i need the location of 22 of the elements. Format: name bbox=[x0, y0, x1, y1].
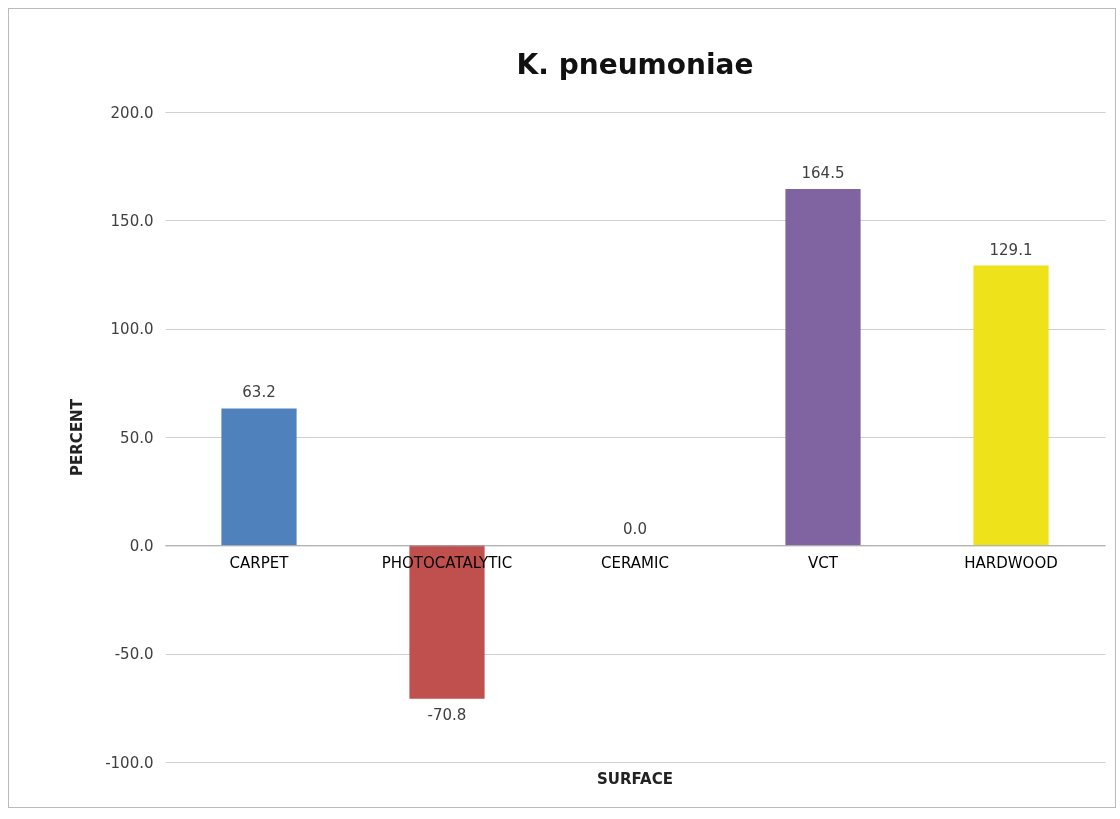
bar bbox=[221, 408, 297, 546]
y-tick-label: 50.0 bbox=[120, 428, 154, 447]
data-label: 129.1 bbox=[989, 240, 1033, 259]
x-tick-label: CERAMIC bbox=[601, 553, 669, 572]
y-tick-label: 200.0 bbox=[110, 103, 154, 122]
data-label: 164.5 bbox=[801, 163, 845, 182]
y-tick-label: 150.0 bbox=[110, 211, 154, 230]
data-label: 63.2 bbox=[242, 383, 276, 402]
y-tick-label: -50.0 bbox=[114, 645, 154, 664]
y-tick-label: 100.0 bbox=[110, 320, 154, 339]
x-tick-label: HARDWOOD bbox=[964, 553, 1058, 572]
y-tick-label: 0.0 bbox=[129, 536, 154, 555]
x-axis-title: SURFACE bbox=[597, 770, 673, 788]
bar bbox=[973, 265, 1049, 546]
bar bbox=[785, 188, 861, 546]
chart-title: K. pneumoniae bbox=[516, 48, 754, 81]
y-axis-title: PERCENT bbox=[68, 398, 87, 476]
y-tick-label: -100.0 bbox=[105, 753, 154, 772]
x-tick-label: VCT bbox=[808, 553, 839, 572]
data-label: -70.8 bbox=[427, 705, 467, 724]
x-tick-label: CARPET bbox=[229, 553, 290, 572]
data-label: 0.0 bbox=[623, 520, 647, 539]
